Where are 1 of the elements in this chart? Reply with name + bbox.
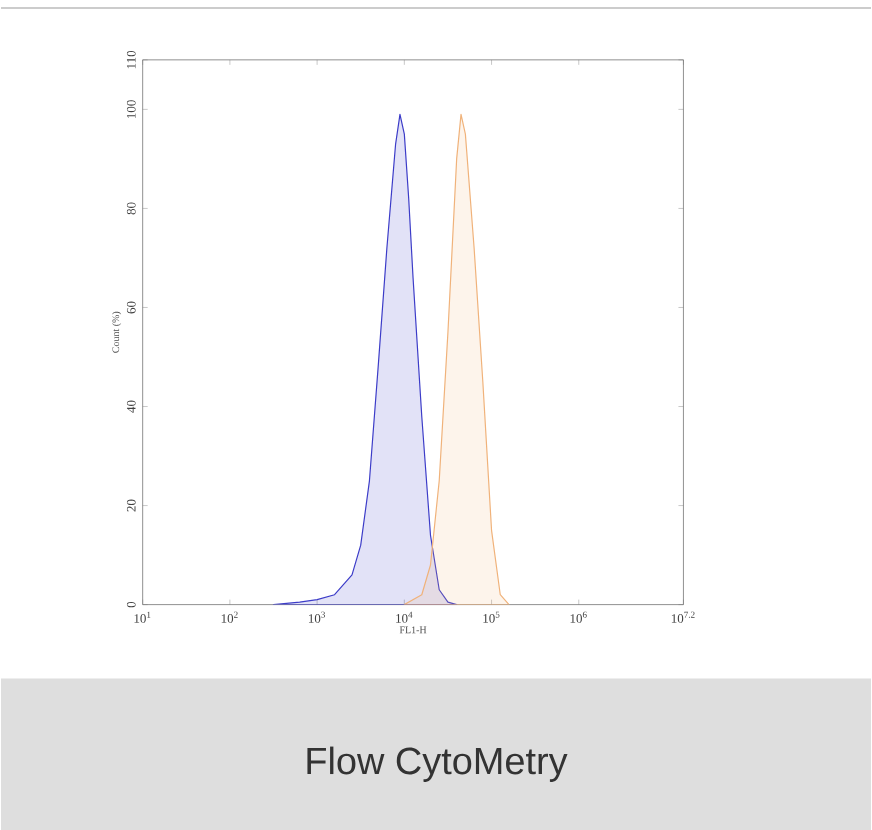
text: Flow CytoMetry xyxy=(307,746,568,782)
